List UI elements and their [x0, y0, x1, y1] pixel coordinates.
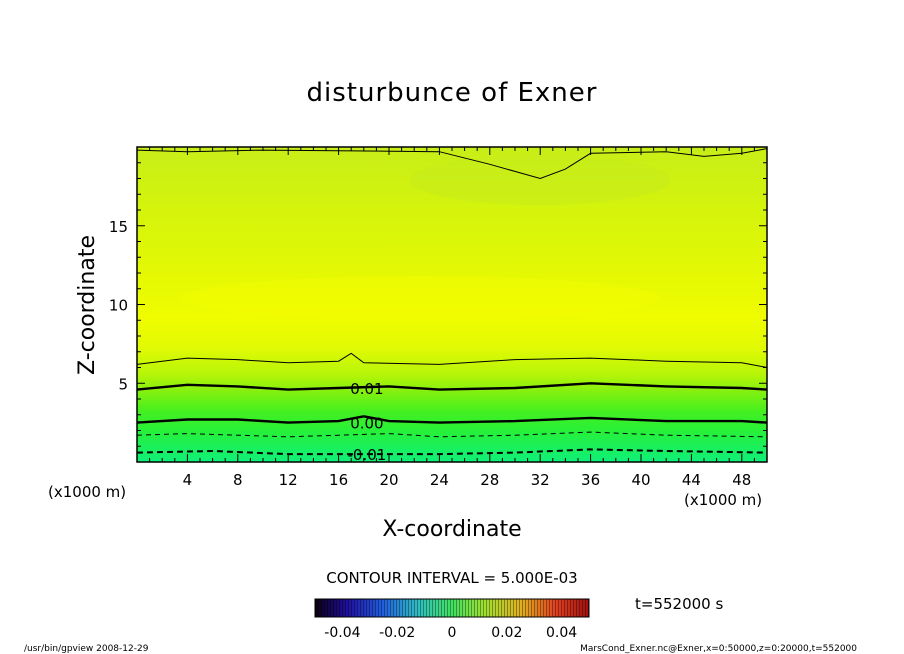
x-tick-label: 48	[732, 471, 751, 489]
x-tick-label: 28	[480, 471, 499, 489]
x-tick-label: 16	[329, 471, 348, 489]
x-tick-label: 32	[531, 471, 550, 489]
colorbar: -0.04 -0.02 0 0.02 0.04	[314, 598, 590, 641]
footer-right: MarsCond_Exner.nc@Exner,x=0:50000,z=0:20…	[580, 644, 857, 654]
colorbar-frame	[314, 598, 590, 618]
x-tick-label: 40	[631, 471, 650, 489]
y-tick-label: 5	[118, 375, 128, 393]
time-label: t=552000 s	[635, 595, 723, 613]
x-tick-label: 4	[183, 471, 193, 489]
x-axis-label: X-coordinate	[382, 517, 521, 542]
contour-field	[137, 147, 767, 462]
x-tick-label: 24	[430, 471, 449, 489]
colorbar-tick-label: 0	[448, 625, 457, 641]
x-axis-unit-left: (x1000 m)	[48, 483, 126, 501]
x-tick-label: 36	[581, 471, 600, 489]
chart-title: disturbunce of Exner	[307, 78, 598, 108]
x-tick-label: 8	[233, 471, 243, 489]
colorbar-stripes	[315, 599, 589, 617]
footer-left: /usr/bin/gpview 2008-12-29	[24, 644, 149, 654]
y-tick-label: 15	[109, 218, 128, 236]
colorbar-tick-label: 0.02	[491, 625, 522, 641]
colorbar-tick-label: -0.04	[324, 625, 360, 641]
contour-label: -0.01	[347, 446, 386, 464]
x-tick-label: 44	[682, 471, 701, 489]
field-highlight	[180, 276, 660, 320]
contour-line	[137, 415, 767, 424]
y-axis-label: Z-coordinate	[75, 235, 100, 375]
x-tick-label: 20	[379, 471, 398, 489]
field-highlight	[410, 155, 670, 205]
contour-label: 0.01	[350, 380, 383, 398]
x-tick-label: 12	[279, 471, 298, 489]
contour-interval-label: CONTOUR INTERVAL = 5.000E-03	[326, 569, 577, 587]
contour-label: 0.00	[350, 415, 383, 433]
contour-line	[137, 431, 767, 438]
colorbar-labels: -0.04 -0.02 0 0.02 0.04	[324, 625, 577, 641]
contour-line	[137, 382, 767, 391]
colorbar-tick-label: 0.04	[546, 625, 577, 641]
contour-labels: 0.01 0.00 -0.01	[347, 380, 386, 464]
contour-lines	[137, 148, 767, 456]
x-axis-unit-right: (x1000 m)	[684, 491, 762, 509]
contour-line	[137, 352, 767, 368]
colorbar-tick-label: -0.02	[379, 625, 415, 641]
y-tick-label: 10	[109, 297, 128, 315]
